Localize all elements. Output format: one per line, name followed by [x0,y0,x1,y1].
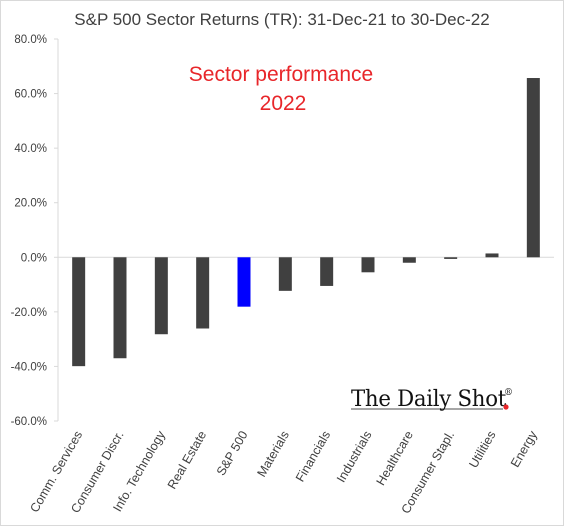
y-tick-label: -60.0% [11,416,47,428]
x-category-label: Materials [254,429,291,480]
bar-comm-services [72,257,86,367]
x-category-label: Financials [293,429,333,485]
y-tick-label: 80.0% [14,34,47,46]
y-tick-label: 40.0% [14,143,47,155]
registered-mark: ® [504,388,513,398]
bar-utilities [485,253,499,258]
annotation-line-2: 2022 [260,92,307,115]
x-category-label: S&P 500 [214,428,251,478]
bar-consumer-discr [113,257,127,359]
bar-financials [320,257,334,286]
y-axis: -60.0% -40.0% -20.0% 0.0% 20.0% 40.0% 60.0% 80.… [11,34,58,428]
x-category-label: Utilities [466,429,498,471]
x-category-label: Industrials [334,429,375,485]
x-category-label: Healthcare [374,428,416,487]
x-category-label: Real Estate [165,428,209,491]
y-tick-label: 0.0% [21,252,47,264]
brand-watermark: The Daily Shot ® [351,387,513,412]
bar-real-estate [196,257,210,329]
y-tick-label: -40.0% [11,361,47,373]
bar-series [72,78,540,367]
annotation-line-1: Sector performance [189,63,373,86]
y-tick-label: 20.0% [14,198,47,210]
brand-wordmark: The Daily Shot [351,387,506,412]
bar-energy [526,78,540,258]
y-tick-label: -20.0% [11,307,47,319]
bar-consumer-stapl [444,257,458,259]
x-category-label: Energy [508,428,540,470]
bar-industrials [361,257,375,273]
bar-info-technology [154,257,168,335]
y-tick-label: 60.0% [14,89,47,101]
bar-healthcare [402,257,416,263]
bar-s-p-500 [237,257,251,307]
chart-title: S&P 500 Sector Returns (TR): 31-Dec-21 t… [74,10,489,29]
brand-dot [503,404,509,410]
bar-materials [278,257,292,291]
